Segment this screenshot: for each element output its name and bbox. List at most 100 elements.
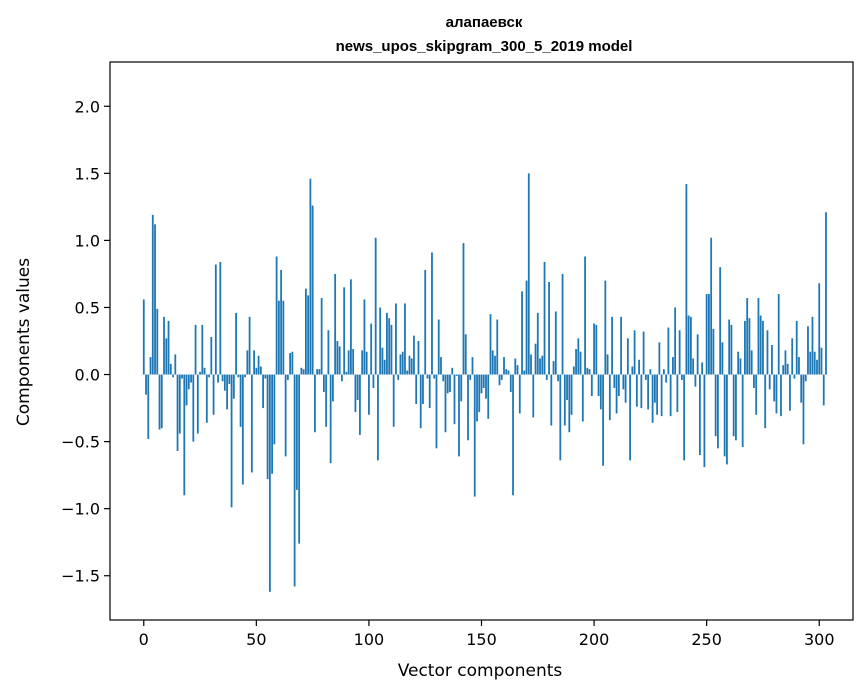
bar [570,374,573,415]
bar [818,283,821,375]
bar [678,330,681,375]
bar [566,374,568,401]
y-axis-label: Components values [14,258,34,426]
bar [708,294,710,375]
bar [194,324,197,375]
bar [518,374,521,414]
bar [487,374,490,419]
bar [798,357,800,375]
bar [467,374,469,441]
bar [489,314,492,375]
bar [435,374,438,449]
bar [149,357,152,375]
bar [762,320,764,375]
bar [372,374,375,388]
bar [651,374,654,423]
bar [289,353,292,375]
bar [608,374,611,421]
bar [525,280,528,375]
bar [422,374,424,405]
bar [820,347,823,375]
bar [710,237,713,375]
bar [476,374,478,422]
bar [689,316,692,375]
bar [190,374,192,383]
y-tick-label: 2.0 [75,97,100,116]
bar [590,374,593,396]
bar [399,354,402,375]
bar [622,374,625,390]
bar [550,374,553,426]
bar [793,374,796,379]
bar [491,350,494,375]
chart-subtitle: news_upos_skipgram_300_5_2019 model [336,38,633,55]
bar [723,374,726,457]
bar [462,243,465,375]
bar [383,359,386,375]
bar [361,350,364,375]
bar [671,357,674,375]
bar [753,374,755,388]
bar [437,319,440,375]
bar [586,367,589,375]
bar [735,374,737,441]
bar [748,318,751,375]
bar [460,374,463,402]
bar [406,370,409,375]
bar [552,361,555,375]
bar [199,371,201,375]
bar [482,374,485,388]
bar [505,369,508,375]
bar [712,328,715,375]
bar [223,374,226,391]
y-tick-label: 0.0 [75,366,100,385]
bar [807,326,809,375]
bar [595,324,598,375]
bar [642,331,645,375]
bar [471,357,474,375]
bar [800,374,803,403]
bar [737,351,740,375]
bar [523,370,526,375]
bar [185,374,188,406]
bar [230,374,233,508]
bar [390,324,393,375]
bar [485,374,487,399]
bar [575,349,577,375]
x-axis-ticks: 0 50 100 150 200 250 300 [139,620,835,649]
bar [356,374,359,401]
bar [665,374,668,383]
bar [649,369,652,375]
bar [329,374,332,464]
bar [381,347,384,375]
bar [327,330,330,375]
bar [667,327,670,375]
bar [741,374,744,447]
bar [541,355,544,375]
bar [160,374,163,429]
bar [331,374,334,402]
bar [597,374,600,396]
bar [273,374,276,445]
bar [298,374,301,544]
bar [825,212,827,375]
bar [516,365,519,375]
bar [732,374,735,437]
bar [726,374,728,465]
bars-group [142,173,827,592]
bar [309,178,312,375]
bar [509,374,512,392]
chart-title: алапаевск [446,14,523,31]
bar [145,374,147,395]
bar [577,338,580,375]
bar [629,374,632,461]
x-axis-label: Vector components [398,661,563,681]
bar [635,374,638,407]
bar [746,298,749,375]
x-tick-label: 100 [354,630,385,649]
bar [334,273,337,375]
bar [147,374,150,439]
bar [451,367,454,375]
bar [246,350,249,375]
y-tick-label: 1.0 [75,231,100,250]
